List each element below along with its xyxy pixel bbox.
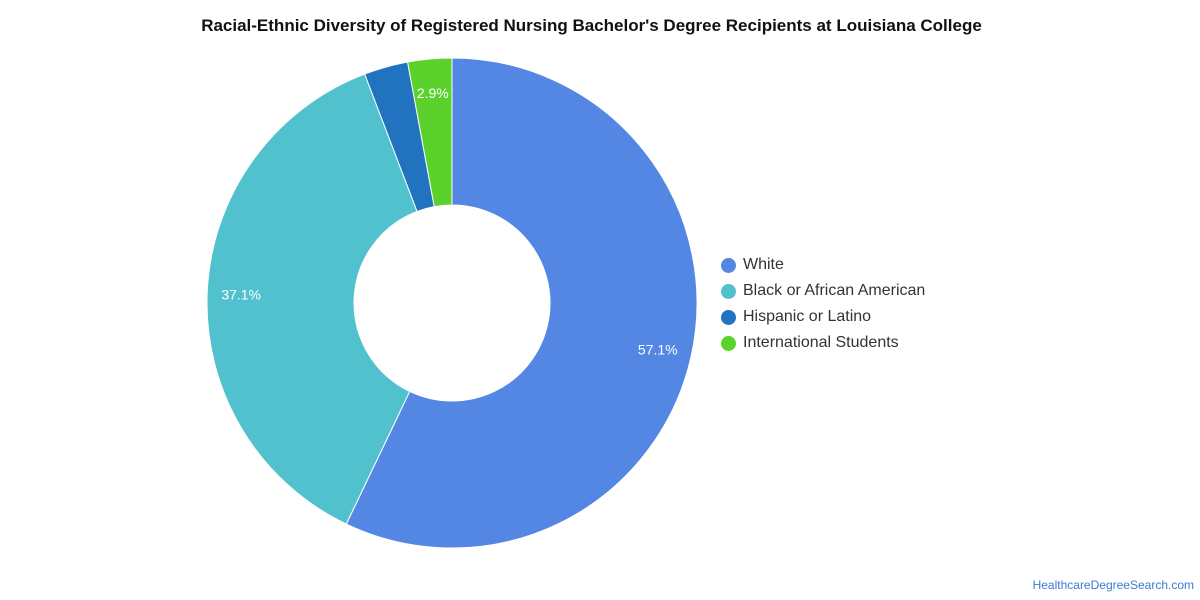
data-label-white: 57.1% <box>638 342 678 358</box>
legend-item-international-students[interactable]: International Students <box>721 330 925 356</box>
data-label-black-or-african-american: 37.1% <box>221 286 261 302</box>
slice-black-or-african-american[interactable] <box>206 73 418 525</box>
slice-white[interactable] <box>345 57 698 549</box>
legend-swatch <box>721 257 736 273</box>
legend-item-black-or-african-american[interactable]: Black or African American <box>721 278 925 304</box>
legend-label: Black or African American <box>743 282 926 299</box>
legend-item-hispanic-or-latino[interactable]: Hispanic or Latino <box>721 304 925 330</box>
chart-title: Racial-Ethnic Diversity of Registered Nu… <box>201 16 982 35</box>
slice-international-students[interactable] <box>407 57 453 208</box>
legend-swatch <box>721 309 736 325</box>
legend-item-white[interactable]: White <box>721 252 925 278</box>
legend-swatch <box>721 283 736 299</box>
data-label-international-students: 2.9% <box>417 85 449 101</box>
legend-label: White <box>743 256 784 273</box>
legend: White Black or African American Hispanic o… <box>721 252 925 356</box>
legend-label: International Students <box>743 334 899 351</box>
source-link[interactable]: HealthcareDegreeSearch.com <box>1032 578 1194 592</box>
legend-swatch <box>721 335 736 351</box>
legend-label: Hispanic or Latino <box>743 308 872 325</box>
